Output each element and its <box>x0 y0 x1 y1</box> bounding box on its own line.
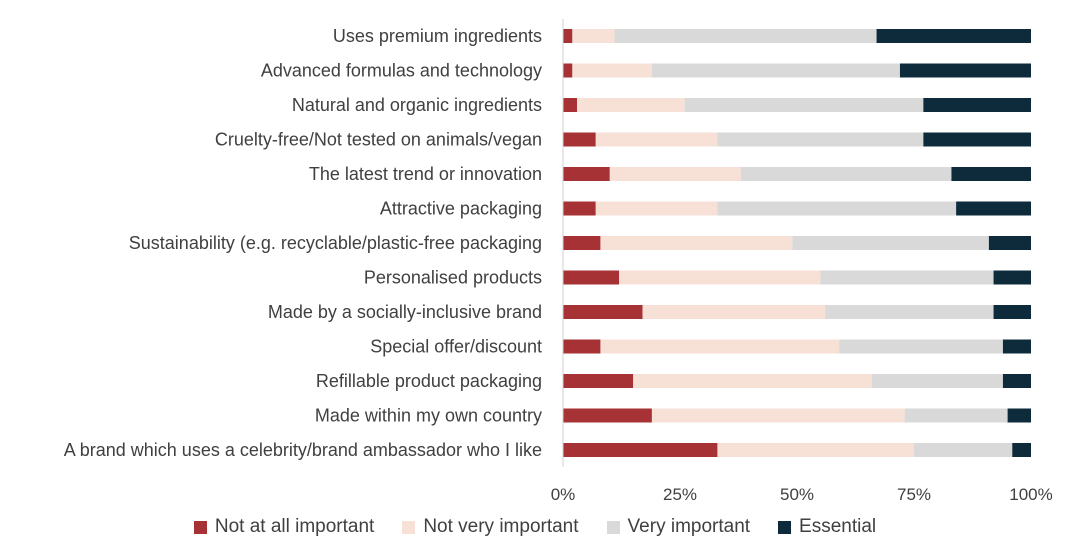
bar-segment <box>563 98 578 112</box>
category-label: Refillable product packaging <box>316 371 542 391</box>
legend-item: Not at all important <box>193 516 375 538</box>
bar-segment <box>876 29 1031 43</box>
bar-segment <box>595 132 718 147</box>
bar-segment <box>825 305 994 319</box>
bar-segment <box>993 270 1031 285</box>
bar-segment <box>563 236 601 250</box>
bar-segment <box>871 374 1003 388</box>
bar-segment <box>839 339 1003 354</box>
bar-segment <box>563 270 620 285</box>
bar-segment <box>572 63 652 78</box>
legend-swatch <box>402 520 416 534</box>
bar-segment <box>619 270 821 285</box>
category-label: Advanced formulas and technology <box>261 61 542 81</box>
bar-segment <box>1012 443 1031 457</box>
bar-segment <box>600 236 793 250</box>
bar-segment <box>993 305 1031 319</box>
bar-segment <box>572 29 615 43</box>
bar-segment <box>1007 408 1031 423</box>
category-labels: Uses premium ingredients Advanced formula… <box>64 26 542 460</box>
bar-segment <box>563 29 573 43</box>
legend-label: Essential <box>799 516 877 537</box>
legend-item: Essential <box>778 516 876 538</box>
legend-swatch <box>193 520 207 534</box>
bar-segment <box>923 98 1031 112</box>
legend-swatch <box>606 520 620 534</box>
stacked-bar-chart: Uses premium ingredients Advanced formula… <box>64 19 1053 504</box>
x-tick-label: 100% <box>1009 485 1052 504</box>
bar-segment <box>684 98 924 112</box>
bar-segment <box>642 305 826 319</box>
x-tick-label: 50% <box>780 485 814 504</box>
bar-segment <box>563 167 610 181</box>
x-axis-ticks: 0% 25% 50% 75% 100% <box>551 485 1053 504</box>
bar-segment <box>563 305 643 319</box>
bar-segment <box>609 167 741 181</box>
legend-label: Very important <box>627 516 751 537</box>
bar-segment <box>563 408 652 423</box>
bar-segment <box>563 374 634 388</box>
legend-swatch <box>778 520 792 534</box>
bar-segment <box>1002 339 1031 354</box>
bar-segment <box>600 339 840 354</box>
legend-label: Not at all important <box>214 516 375 537</box>
bar-segment <box>904 408 1008 423</box>
category-label: A brand which uses a celebrity/brand amb… <box>64 440 542 460</box>
bar-segment <box>740 167 952 181</box>
category-label: Cruelty-free/Not tested on animals/vegan <box>215 130 542 150</box>
bar-segment <box>899 63 1031 78</box>
category-label: Personalised products <box>364 268 542 288</box>
category-label: Natural and organic ingredients <box>292 95 542 115</box>
bar-segment <box>577 98 685 112</box>
bar-segment <box>951 167 1031 181</box>
category-label: The latest trend or innovation <box>309 164 542 184</box>
bar-segments <box>563 29 1031 457</box>
category-label: Made by a socially-inclusive brand <box>268 302 542 322</box>
bar-segment <box>820 270 994 285</box>
bar-segment <box>614 29 877 43</box>
x-tick-label: 0% <box>551 485 576 504</box>
bar-segment <box>914 443 1013 457</box>
category-label: Uses premium ingredients <box>333 26 542 46</box>
bar-segment <box>717 201 957 216</box>
category-label: Attractive packaging <box>380 199 542 219</box>
bar-segment <box>651 408 905 423</box>
legend-item: Not very important <box>402 516 579 538</box>
legend-label: Not very important <box>423 516 579 537</box>
bar-segment <box>792 236 989 250</box>
bar-segment <box>563 63 573 78</box>
category-label: Sustainability (e.g. recyclable/plastic-… <box>129 233 542 253</box>
category-label: Made within my own country <box>315 406 542 426</box>
bar-segment <box>651 63 900 78</box>
bar-segment <box>717 132 924 147</box>
bar-segment <box>988 236 1031 250</box>
bar-segment <box>1002 374 1031 388</box>
bar-segment <box>717 443 914 457</box>
x-tick-label: 25% <box>663 485 697 504</box>
bar-segment <box>563 339 601 354</box>
legend-item: Very important <box>606 516 751 538</box>
bar-segment <box>956 201 1031 216</box>
bar-segment <box>595 201 718 216</box>
bar-segment <box>923 132 1031 147</box>
bar-segment <box>563 201 596 216</box>
bar-segment <box>563 443 718 457</box>
category-label: Special offer/discount <box>370 337 542 357</box>
x-tick-label: 75% <box>897 485 931 504</box>
bar-segment <box>563 132 596 147</box>
bar-segment <box>633 374 872 388</box>
legend: Not at all important Not very important Ve… <box>0 516 1070 538</box>
